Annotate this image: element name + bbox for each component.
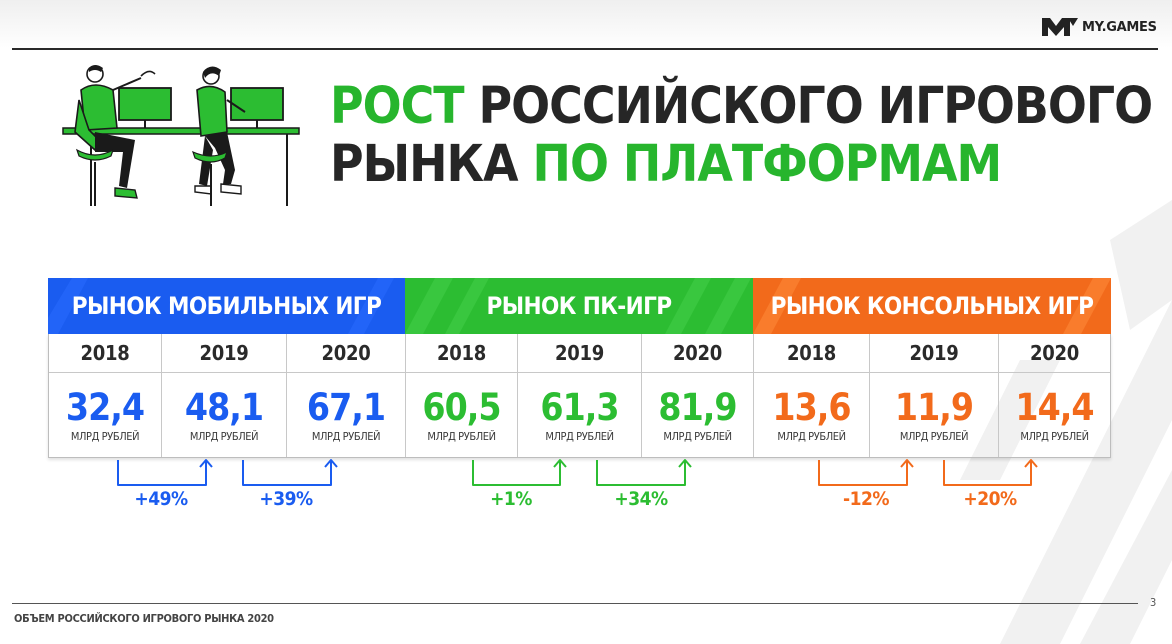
title-part-1: РОСТ xyxy=(330,77,465,136)
footer-caption: ОБЪЕМ РОССИЙСКОГО ИГРОВОГО РЫНКА 2020 xyxy=(14,612,274,625)
year-label: 2019 xyxy=(870,334,998,373)
header-mobile-market: РЫНОК МОБИЛЬНЫХ ИГР xyxy=(48,278,405,334)
value-unit: МЛРД РУБЛЕЙ xyxy=(427,429,496,443)
year-label: 2020 xyxy=(287,334,405,373)
mobile-2020-column: 2020 67,1 МЛРД РУБЛЕЙ xyxy=(287,334,406,457)
growth-console-2019: -12% xyxy=(842,488,890,510)
growth-console-2020: +20% xyxy=(963,488,1017,510)
value-number: 61,3 xyxy=(540,385,619,429)
year-label: 2019 xyxy=(518,334,641,373)
year-label: 2018 xyxy=(754,334,869,373)
market-growth-table: РЫНОК МОБИЛЬНЫХ ИГР РЫНОК ПК-ИГР РЫНОК К… xyxy=(48,278,1111,458)
value-number: 14,4 xyxy=(1015,385,1094,429)
mobile-2019-column: 2019 48,1 МЛРД РУБЛЕЙ xyxy=(162,334,287,457)
brand-logo[interactable]: MY.GAMES xyxy=(1040,14,1157,40)
header-console-market: РЫНОК КОНСОЛЬНЫХ ИГР xyxy=(753,278,1111,334)
console-2020-column: 2020 14,4 МЛРД РУБЛЕЙ xyxy=(999,334,1110,457)
year-label: 2018 xyxy=(49,334,161,373)
value-unit: МЛРД РУБЛЕЙ xyxy=(899,429,969,443)
value-number: 60,5 xyxy=(422,385,501,429)
value-number: 67,1 xyxy=(306,385,386,429)
pc-2018-column: 2018 60,5 МЛРД РУБЛЕЙ xyxy=(406,334,518,457)
year-label: 2020 xyxy=(999,334,1110,373)
value-unit: МЛРД РУБЛЕЙ xyxy=(1020,429,1089,443)
header-pc-label: РЫНОК ПК-ИГР xyxy=(486,292,673,320)
title-part-4: ПО ПЛАТФОРМАМ xyxy=(517,135,1003,194)
gamers-illustration xyxy=(62,65,300,206)
value-number: 11,9 xyxy=(894,385,974,429)
value-number: 48,1 xyxy=(184,385,264,429)
growth-pc-2019: +1% xyxy=(490,488,532,510)
title-part-3: РЫНКА xyxy=(330,135,519,194)
year-label: 2020 xyxy=(642,334,753,373)
value-number: 81,9 xyxy=(658,385,737,429)
year-label: 2018 xyxy=(406,334,517,373)
market-headers: РЫНОК МОБИЛЬНЫХ ИГР РЫНОК ПК-ИГР РЫНОК К… xyxy=(48,278,1111,334)
arrow-up-icon xyxy=(472,459,692,486)
header-mobile-label: РЫНОК МОБИЛЬНЫХ ИГР xyxy=(71,292,382,320)
growth-pc-2020: +34% xyxy=(614,488,668,510)
page-number: 3 xyxy=(1150,596,1157,609)
header-pc-market: РЫНОК ПК-ИГР xyxy=(405,278,753,334)
arrow-up-icon xyxy=(117,459,338,486)
footer-divider xyxy=(12,603,1138,604)
values-grid: 2018 32,4 МЛРД РУБЛЕЙ 2019 48,1 МЛРД РУБЛЕ… xyxy=(48,334,1111,458)
growth-mobile-2020: +39% xyxy=(259,488,313,510)
header-divider xyxy=(12,48,1158,50)
header-console-label: РЫНОК КОНСОЛЬНЫХ ИГР xyxy=(770,292,1094,320)
arrow-up-icon xyxy=(818,459,1038,486)
value-unit: МЛРД РУБЛЕЙ xyxy=(663,429,732,443)
my-games-logo-icon xyxy=(1042,18,1078,36)
value-number: 13,6 xyxy=(772,385,851,429)
value-unit: МЛРД РУБЛЕЙ xyxy=(545,429,614,443)
growth-mobile-2019: +49% xyxy=(134,488,188,510)
console-2018-column: 2018 13,6 МЛРД РУБЛЕЙ xyxy=(754,334,870,457)
value-unit: МЛРД РУБЛЕЙ xyxy=(311,429,381,443)
value-unit: МЛРД РУБЛЕЙ xyxy=(189,429,259,443)
title-part-2: РОССИЙСКОГО ИГРОВОГО xyxy=(463,77,1154,136)
console-2019-column: 2019 11,9 МЛРД РУБЛЕЙ xyxy=(870,334,999,457)
value-number: 32,4 xyxy=(65,385,145,429)
value-unit: МЛРД РУБЛЕЙ xyxy=(70,429,140,443)
mobile-2018-column: 2018 32,4 МЛРД РУБЛЕЙ xyxy=(49,334,162,457)
brand-logo-text: MY.GAMES xyxy=(1082,19,1157,35)
pc-2020-column: 2020 81,9 МЛРД РУБЛЕЙ xyxy=(642,334,754,457)
page-title: РОСТ РОССИЙСКОГО ИГРОВОГО РЫНКА ПО ПЛАТФ… xyxy=(330,77,1154,194)
year-label: 2019 xyxy=(162,334,286,373)
value-unit: МЛРД РУБЛЕЙ xyxy=(777,429,846,443)
pc-2019-column: 2019 61,3 МЛРД РУБЛЕЙ xyxy=(518,334,642,457)
